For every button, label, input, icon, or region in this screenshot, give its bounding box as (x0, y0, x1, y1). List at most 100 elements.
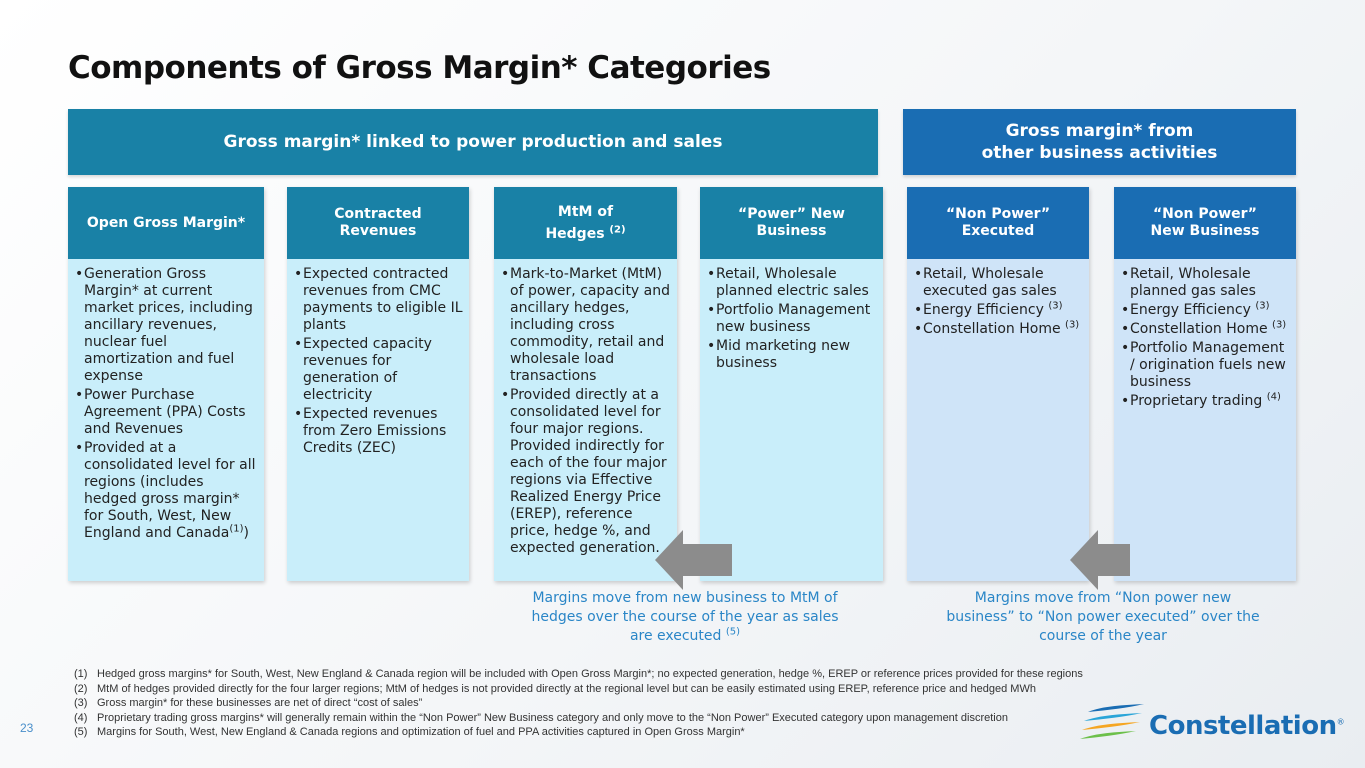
column-heading: “Power” New Business (700, 187, 883, 259)
footnote-text: Hedged gross margins* for South, West, N… (97, 668, 1083, 680)
column-body: Retail, Wholesale planned gas sales Ener… (1114, 259, 1296, 581)
column-body: Retail, Wholesale planned electric sales… (700, 259, 883, 581)
bullet-item: Retail, Wholesale planned gas sales (1121, 266, 1290, 300)
footnote-number: (3) (74, 697, 88, 709)
heading-line: Executed (961, 223, 1035, 239)
column-body: Expected contracted revenues from CMC pa… (287, 259, 469, 581)
footnote-ref: (1) (229, 523, 244, 535)
banner-power-production: Gross margin* linked to power production… (68, 109, 878, 175)
heading-line: Hedges (545, 226, 605, 242)
page-title: Components of Gross Margin* Categories (68, 50, 771, 86)
bullet-text-tail: ) (243, 525, 249, 541)
footnote-ref: (3) (1272, 319, 1287, 331)
bullet-text: Constellation Home (1130, 321, 1268, 337)
footnote-ref: (5) (725, 626, 741, 638)
heading-line: “Non Power” (1152, 206, 1258, 222)
footnote-row: (3) Gross margin* for these businesses ar… (74, 696, 1083, 711)
heading-line: New Business (1150, 223, 1260, 239)
bullet-item: Expected revenues from Zero Emissions Cr… (294, 406, 463, 457)
column-heading: Open Gross Margin* (68, 187, 264, 259)
footnote-ref: (3) (1255, 300, 1270, 312)
left-arrow-icon (655, 530, 732, 590)
bullet-item: Portfolio Management / origination fuels… (1121, 340, 1290, 391)
heading-line: Contracted (334, 206, 422, 222)
column-heading: Contracted Revenues (287, 187, 469, 259)
bullet-item: Provided directly at a consolidated leve… (501, 387, 671, 557)
column-heading-text: “Non Power” Executed (946, 206, 1050, 240)
footnote-row: (5) Margins for South, West, New England … (74, 725, 1083, 740)
bullet-item: Constellation Home (3) (1121, 319, 1290, 338)
bullet-item: Provided at a consolidated level for all… (75, 440, 258, 542)
footnote-text: Gross margin* for these businesses are n… (97, 697, 423, 709)
bullet-item: Energy Efficiency (3) (1121, 300, 1290, 319)
footnote-ref: (2) (609, 224, 626, 236)
bullet-item: Generation Gross Margin* at current mark… (75, 266, 258, 385)
column-body: Mark-to-Market (MtM) of power, capacity … (494, 259, 677, 581)
heading-line: MtM of (557, 204, 614, 220)
bullet-item: Power Purchase Agreement (PPA) Costs and… (75, 387, 258, 438)
bullet-text: Provided at a consolidated level for all… (84, 440, 256, 541)
heading-line: “Power” New (738, 206, 845, 222)
column-heading: “Non Power” Executed (907, 187, 1089, 259)
column-non-power-executed: “Non Power”Executed Retail, Wholesale ex… (907, 187, 1089, 581)
column-heading-text: MtM of Hedges (2) (545, 201, 625, 245)
logo-text: Constellation® (1149, 711, 1345, 741)
constellation-logo-icon (1080, 704, 1144, 739)
bullet-text: Energy Efficiency (923, 302, 1044, 318)
column-non-power-new-business: “Non Power”New Business Retail, Wholesal… (1114, 187, 1296, 581)
banner-other-business-line2: other business activities (981, 143, 1218, 163)
bullet-item: Expected contracted revenues from CMC pa… (294, 266, 463, 334)
column-open-gross-margin: Open Gross Margin* Generation Gross Marg… (68, 187, 264, 581)
column-body: Generation Gross Margin* at current mark… (68, 259, 264, 581)
footnote-number: (4) (74, 711, 88, 724)
footnote-text: Proprietary trading gross margins* will … (97, 711, 1008, 724)
note-non-power-movement: Margins move from “Non power new busines… (946, 589, 1260, 646)
heading-line: “Non Power” (945, 206, 1051, 222)
bullet-item: Retail, Wholesale executed gas sales (914, 266, 1083, 300)
column-heading-text: Contracted Revenues (334, 206, 421, 240)
column-heading-text: “Power” New Business (738, 206, 845, 240)
footnote-row: (1) Hedged gross margins* for South, West… (74, 667, 1083, 682)
bullet-item: Proprietary trading (4) (1121, 391, 1290, 410)
page-number: 23 (20, 721, 34, 735)
footnote-ref: (4) (1266, 391, 1281, 403)
footnote-text: Margins for South, West, New England & C… (97, 726, 745, 738)
column-mtm-hedges: MtM of Hedges (2) Mark-to-Market (MtM) of… (494, 187, 677, 581)
footnotes: (1) Hedged gross margins* for South, West… (74, 667, 1083, 740)
footnote-row: (2) MtM of hedges provided directly for t… (74, 682, 1083, 697)
bullet-item: Portfolio Management new business (707, 302, 877, 336)
note-text: Margins move from “Non power new busines… (946, 590, 1260, 644)
bullet-text: Energy Efficiency (1130, 302, 1251, 318)
footnote-number: (2) (74, 682, 88, 695)
bullet-item: Expected capacity revenues for generatio… (294, 336, 463, 404)
footnote-number: (5) (74, 726, 88, 738)
bullet-text: Constellation Home (923, 321, 1061, 337)
heading-line: Revenues (339, 223, 417, 239)
banner-other-business: Gross margin* from other business activi… (903, 109, 1296, 175)
note-text: Margins move from new business to MtM of… (531, 590, 839, 644)
footnote-text: MtM of hedges provided directly for the … (97, 682, 1036, 695)
footnote-ref: (3) (1048, 300, 1063, 312)
footnote-ref: (3) (1065, 319, 1080, 331)
heading-line: Business (756, 223, 827, 239)
left-arrow-icon (1070, 530, 1130, 590)
banner-other-business-line1: Gross margin* from (1005, 121, 1194, 141)
column-body: Retail, Wholesale executed gas sales Ene… (907, 259, 1089, 581)
bullet-item: Energy Efficiency (3) (914, 300, 1083, 319)
registered-mark: ® (1336, 717, 1345, 727)
banner-power-production-label: Gross margin* linked to power production… (223, 132, 723, 152)
bullet-item: Retail, Wholesale planned electric sales (707, 266, 877, 300)
constellation-logo: Constellation® (1080, 700, 1345, 748)
footnote-number: (1) (74, 668, 88, 680)
column-heading: MtM of Hedges (2) (494, 187, 677, 259)
bullet-item: Mid marketing new business (707, 338, 877, 372)
footnote-row: (4) Proprietary trading gross margins* wi… (74, 711, 1083, 726)
bullet-text: Proprietary trading (1130, 393, 1263, 409)
banner-other-business-label: Gross margin* from other business activi… (982, 120, 1218, 164)
bullet-item: Constellation Home (3) (914, 319, 1083, 338)
logo-wordmark: Constellation (1149, 711, 1337, 741)
column-heading-text: Open Gross Margin* (86, 214, 246, 231)
bullet-item: Mark-to-Market (MtM) of power, capacity … (501, 266, 671, 385)
